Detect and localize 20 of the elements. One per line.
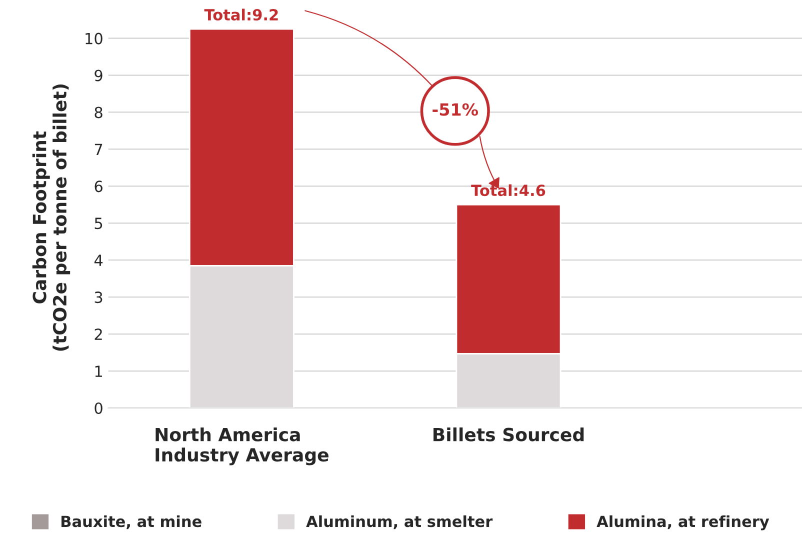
y-axis-title: Carbon Footprint (tCO2e per tonne of billet) [32, 84, 70, 351]
y-tick-label: 10 [86, 32, 102, 44]
annotation: Total:4.6 [471, 184, 546, 196]
y-tick-label: 6 [94, 180, 102, 192]
annotation: -51% [432, 103, 478, 116]
y-tick-label: 4 [94, 254, 103, 266]
y-tick-label: 7 [94, 144, 102, 156]
legend-label: Aluminum, at smelter [306, 515, 493, 530]
y-tick-label: 0 [94, 402, 102, 414]
y-tick-label: 3 [94, 292, 102, 304]
legend-label: Bauxite, at mine [62, 515, 202, 530]
y-tick-label: 2 [94, 328, 102, 340]
y-tick-label: 1 [95, 366, 102, 377]
annotation: Total:9.2 [204, 8, 278, 21]
y-tick-label: 5 [94, 218, 102, 230]
y-tick-label: 9 [94, 70, 102, 82]
y-tick-label: 8 [94, 106, 102, 118]
x-tick-label: North America Industry Average [156, 427, 328, 466]
legend-label: Alumina, at refinery [596, 515, 770, 530]
x-tick-label: Billets Sourced [434, 427, 584, 442]
